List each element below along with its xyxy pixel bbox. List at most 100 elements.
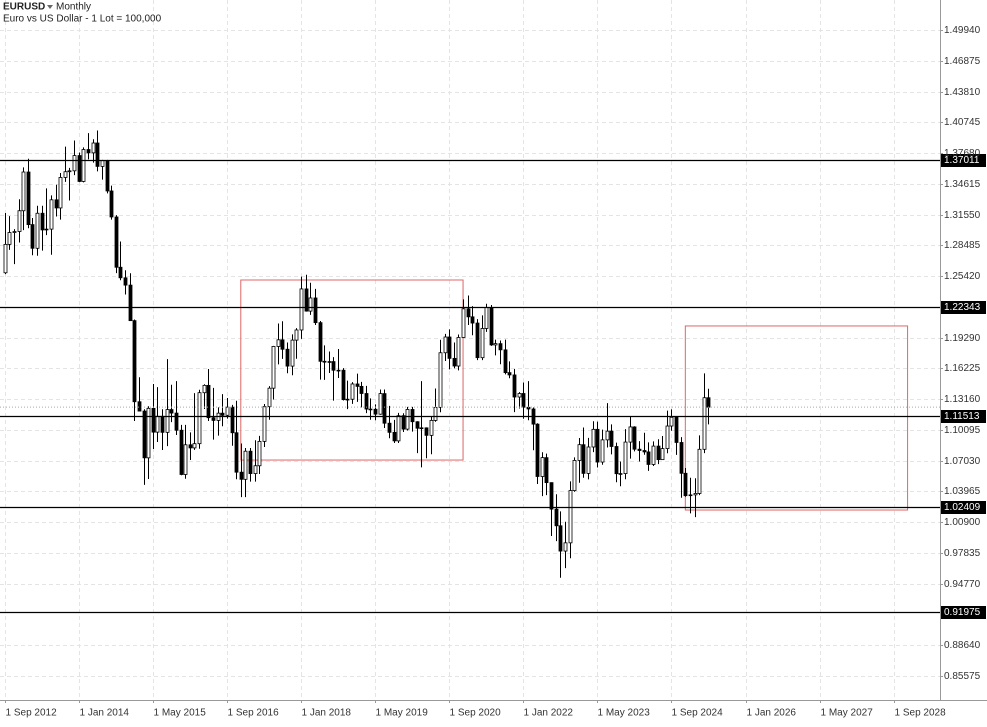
candle-body xyxy=(35,212,40,249)
candle-body xyxy=(706,397,711,408)
zone-rectangle xyxy=(684,325,909,511)
candle-body xyxy=(382,393,387,424)
candle-body xyxy=(591,428,596,448)
candle-body xyxy=(683,472,688,497)
candle-body xyxy=(86,149,91,154)
levels: 1.37011 1.22343 1.11513 1.02409 0.91975 xyxy=(0,154,986,619)
candle-body xyxy=(563,542,568,552)
candle-body xyxy=(174,412,179,431)
candle-body xyxy=(58,177,63,209)
candle-body xyxy=(595,428,600,463)
candle-body xyxy=(480,328,485,359)
symbol[interactable]: EURUSD xyxy=(3,2,45,13)
y-tick-label: 1.37680 xyxy=(944,148,981,159)
x-tick-label: 1 Jan 2018 xyxy=(302,708,352,719)
candle-body xyxy=(40,212,45,231)
candle-body xyxy=(183,444,188,475)
x-tick-label: 1 Jan 2022 xyxy=(524,708,574,719)
x-tick-label: 1 Jan 2026 xyxy=(747,708,797,719)
candle-body xyxy=(160,415,165,433)
candle-body xyxy=(702,397,707,450)
level-label: 0.91975 xyxy=(944,607,981,618)
candle-body xyxy=(489,307,494,346)
x-tick-label: 1 Sep 2016 xyxy=(228,708,280,719)
candle-body xyxy=(230,406,235,434)
candle-body xyxy=(3,243,8,274)
x-tick-label: 1 Sep 2012 xyxy=(6,708,58,719)
candle-body xyxy=(392,431,397,442)
candle-body xyxy=(114,216,119,268)
candle-body xyxy=(30,224,35,249)
y-tick-label: 1.31550 xyxy=(944,210,981,221)
drawings xyxy=(240,279,909,511)
candle-body xyxy=(651,445,656,465)
x-tick-label: 1 Jan 2014 xyxy=(80,708,130,719)
candle-body xyxy=(586,446,591,474)
candle-body xyxy=(109,190,114,218)
candle-body xyxy=(67,170,72,173)
candle-body xyxy=(438,352,443,408)
candle-body xyxy=(243,450,248,480)
y-tick-label: 1.16225 xyxy=(944,363,981,374)
candle-body xyxy=(512,374,517,398)
y-tick-label: 1.10095 xyxy=(944,425,981,436)
candle-body xyxy=(521,393,526,408)
y-tick-label: 1.13160 xyxy=(944,394,981,405)
candle-body xyxy=(280,339,285,350)
candle-body xyxy=(123,277,128,286)
y-tick-label: 1.00900 xyxy=(944,517,981,528)
candle-body xyxy=(322,360,327,363)
candle-body xyxy=(632,426,637,450)
candle-body xyxy=(605,430,610,441)
candle-body xyxy=(95,142,100,167)
candle-body xyxy=(188,444,193,449)
candle-body xyxy=(429,420,434,436)
candle-body xyxy=(350,383,355,400)
candle-body xyxy=(248,450,253,474)
candle-body xyxy=(77,155,82,182)
candle-body xyxy=(614,446,619,475)
candle-body xyxy=(665,425,670,450)
candle-body xyxy=(105,160,110,192)
candle-body xyxy=(146,407,151,459)
y-tick-label: 1.49940 xyxy=(944,25,981,36)
candle-body xyxy=(12,231,17,233)
candle-body xyxy=(456,337,461,367)
candle-body xyxy=(679,442,684,474)
candle-body xyxy=(192,443,197,449)
candle-body xyxy=(443,336,448,354)
candle-body xyxy=(517,393,522,398)
candle-body xyxy=(253,465,258,474)
candle-body xyxy=(415,421,420,429)
candle-body xyxy=(387,422,392,433)
candle-body xyxy=(262,406,267,442)
x-tick-label: 1 May 2019 xyxy=(376,708,429,719)
candle-body xyxy=(507,372,512,376)
candle-body xyxy=(544,457,549,484)
candle-body xyxy=(646,451,651,465)
level-label: 1.02409 xyxy=(944,502,981,513)
candle-body xyxy=(165,409,170,433)
candle-body xyxy=(693,493,698,496)
candle-body xyxy=(179,429,184,475)
candle-body xyxy=(609,430,614,447)
candle-body xyxy=(331,361,336,371)
candle-body xyxy=(405,409,410,430)
candle-body xyxy=(498,343,503,351)
x-tick-label: 1 May 2015 xyxy=(154,708,207,719)
candle-body xyxy=(447,336,452,359)
candle-body xyxy=(623,441,628,474)
candle-body xyxy=(211,417,216,421)
y-tick-label: 1.28485 xyxy=(944,240,981,251)
level-label-box xyxy=(941,301,986,314)
candle-body xyxy=(202,384,207,394)
symbol-dropdown[interactable] xyxy=(47,5,53,9)
level-label-box xyxy=(941,410,986,423)
candle-body xyxy=(470,316,475,324)
y-tick-label: 1.40745 xyxy=(944,117,981,128)
candle-body xyxy=(304,288,309,312)
candle-body xyxy=(49,199,54,230)
level-label: 1.11513 xyxy=(944,411,980,422)
